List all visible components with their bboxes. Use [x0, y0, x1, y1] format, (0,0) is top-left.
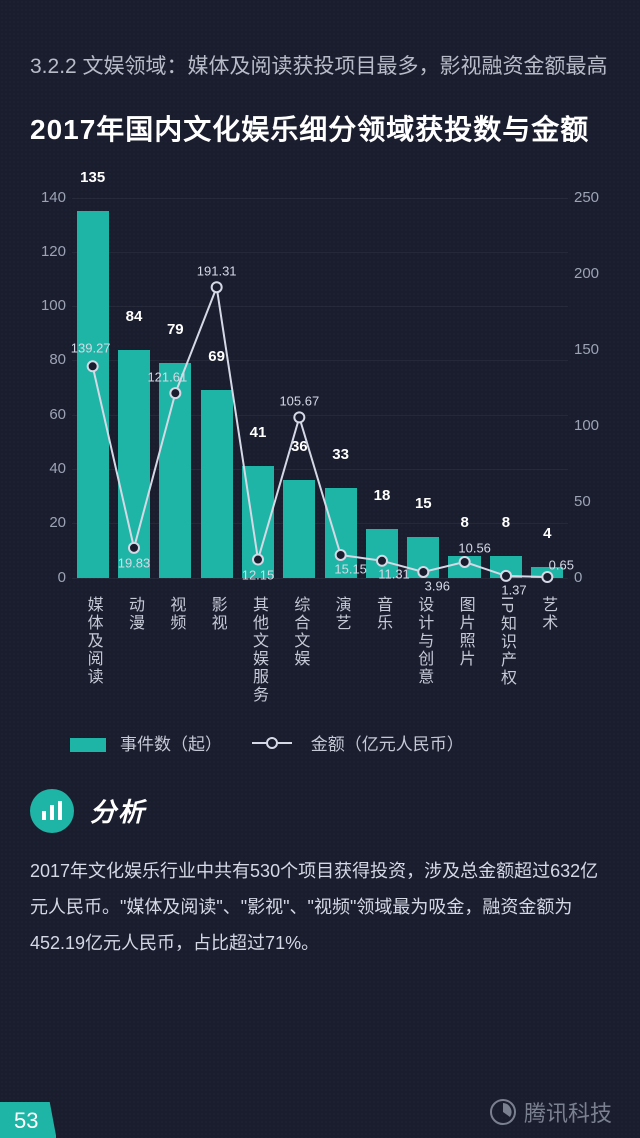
y-right-tick: 250	[574, 189, 610, 206]
y-left-tick: 40	[30, 460, 66, 477]
y-left-tick: 20	[30, 514, 66, 531]
line-value-label: 191.31	[197, 263, 237, 278]
y-left-tick: 80	[30, 351, 66, 368]
line-value-label: 105.67	[279, 393, 319, 408]
legend: 事件数（起） 金额（亿元人民币）	[30, 708, 610, 755]
analysis-text: 2017年文化娱乐行业中共有530个项目获得投资，涉及总金额超过632亿元人民币…	[30, 853, 610, 961]
x-category: 音乐	[361, 588, 402, 708]
y-left-tick: 100	[30, 297, 66, 314]
x-category: 艺术	[527, 588, 568, 708]
line-value-label: 15.15	[334, 561, 367, 576]
analysis-title: 分析	[90, 792, 146, 829]
legend-line: 金额（亿元人民币）	[252, 730, 464, 755]
line-value-label: 12.15	[242, 568, 275, 583]
y-right-tick: 0	[574, 569, 610, 586]
analysis-header: 分析	[30, 789, 610, 833]
y-right-tick: 200	[574, 265, 610, 282]
analysis-icon	[30, 789, 74, 833]
y-right-tick: 100	[574, 417, 610, 434]
x-category: 综合文娱	[279, 588, 320, 708]
x-category: 设计与创意	[403, 588, 444, 708]
x-category: 其他文娱服务	[237, 588, 278, 708]
x-category: 图片照片	[444, 588, 485, 708]
legend-bar: 事件数（起）	[70, 730, 222, 755]
x-category: 媒体及阅读	[72, 588, 113, 708]
y-right-tick: 150	[574, 341, 610, 358]
chart: 020406080100120140 050100150200250 13584…	[30, 178, 610, 708]
section-subtitle: 3.2.2 文娱领域：媒体及阅读获投项目最多，影视融资金额最高	[30, 50, 610, 84]
y-left-tick: 0	[30, 569, 66, 586]
x-category: 影视	[196, 588, 237, 708]
line-value-label: 121.61	[147, 369, 187, 384]
line-value-label: 19.83	[118, 556, 151, 571]
x-category: 演艺	[320, 588, 361, 708]
line-value-label: 139.27	[71, 340, 111, 355]
y-left-tick: 60	[30, 406, 66, 423]
brand-icon	[490, 1099, 516, 1125]
x-category: 动漫	[113, 588, 154, 708]
line-value-label: 10.56	[458, 540, 491, 555]
bar-value-label: 135	[80, 169, 105, 190]
line-value-label: 0.65	[549, 557, 574, 572]
brand-footer: 腾讯科技	[490, 1096, 612, 1128]
line-value-label: 11.31	[378, 567, 410, 582]
x-category: IP知识产权	[485, 588, 526, 708]
y-left-tick: 140	[30, 189, 66, 206]
x-category: 视频	[155, 588, 196, 708]
page-number: 53	[0, 1102, 56, 1138]
chart-title: 2017年国内文化娱乐细分领域获投数与金额	[30, 108, 610, 148]
y-left-tick: 120	[30, 243, 66, 260]
y-right-tick: 50	[574, 493, 610, 510]
